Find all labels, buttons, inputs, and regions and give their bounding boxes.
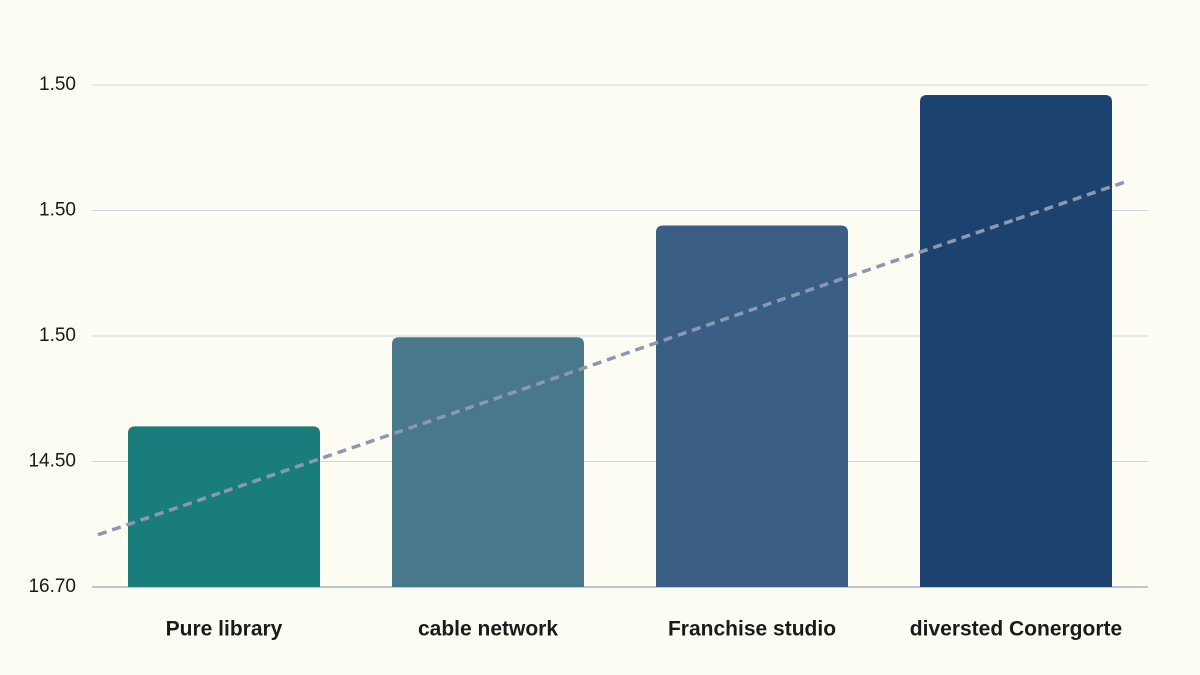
y-tick-label: 16.70 — [28, 576, 76, 597]
y-tick-label: 1.50 — [39, 74, 76, 95]
y-tick-label: 1.50 — [39, 200, 76, 221]
y-tick-label: 14.50 — [28, 451, 76, 472]
bar — [656, 225, 848, 587]
x-tick-label: Franchise studio — [668, 618, 836, 641]
trend-line — [223, 217, 1017, 494]
bar — [392, 337, 584, 587]
x-tick-label: Pure library — [166, 618, 283, 641]
bar — [920, 95, 1112, 587]
trend-line-extension — [97, 489, 225, 537]
x-tick-label: diversted Conergorte — [910, 618, 1122, 641]
trend-line-extension — [1015, 179, 1128, 221]
x-tick-label: cable network — [418, 618, 558, 641]
bar — [128, 426, 320, 587]
y-tick-label: 1.50 — [39, 325, 76, 346]
